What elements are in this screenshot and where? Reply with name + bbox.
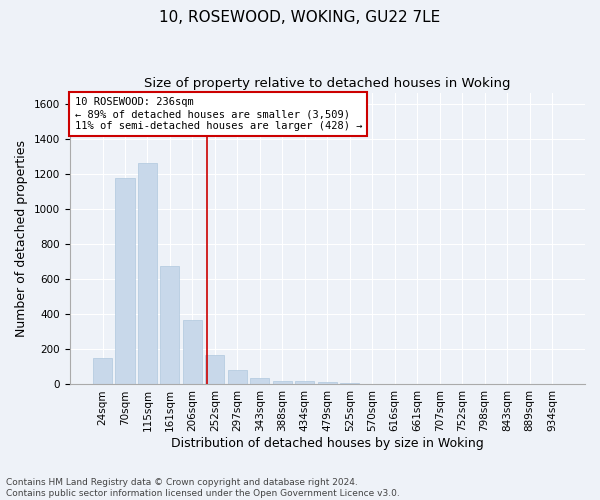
X-axis label: Distribution of detached houses by size in Woking: Distribution of detached houses by size … bbox=[171, 437, 484, 450]
Bar bbox=[205, 354, 224, 384]
Bar bbox=[183, 320, 202, 384]
Bar bbox=[115, 178, 134, 384]
Text: Contains HM Land Registry data © Crown copyright and database right 2024.
Contai: Contains HM Land Registry data © Crown c… bbox=[6, 478, 400, 498]
Bar bbox=[160, 266, 179, 384]
Bar bbox=[340, 382, 359, 384]
Bar bbox=[93, 358, 112, 384]
Title: Size of property relative to detached houses in Woking: Size of property relative to detached ho… bbox=[144, 78, 511, 90]
Bar bbox=[138, 164, 157, 384]
Bar bbox=[250, 378, 269, 384]
Bar bbox=[273, 380, 292, 384]
Text: 10 ROSEWOOD: 236sqm
← 89% of detached houses are smaller (3,509)
11% of semi-det: 10 ROSEWOOD: 236sqm ← 89% of detached ho… bbox=[74, 98, 362, 130]
Y-axis label: Number of detached properties: Number of detached properties bbox=[15, 140, 28, 338]
Bar bbox=[295, 381, 314, 384]
Bar bbox=[318, 382, 337, 384]
Text: 10, ROSEWOOD, WOKING, GU22 7LE: 10, ROSEWOOD, WOKING, GU22 7LE bbox=[160, 10, 440, 25]
Bar bbox=[228, 370, 247, 384]
